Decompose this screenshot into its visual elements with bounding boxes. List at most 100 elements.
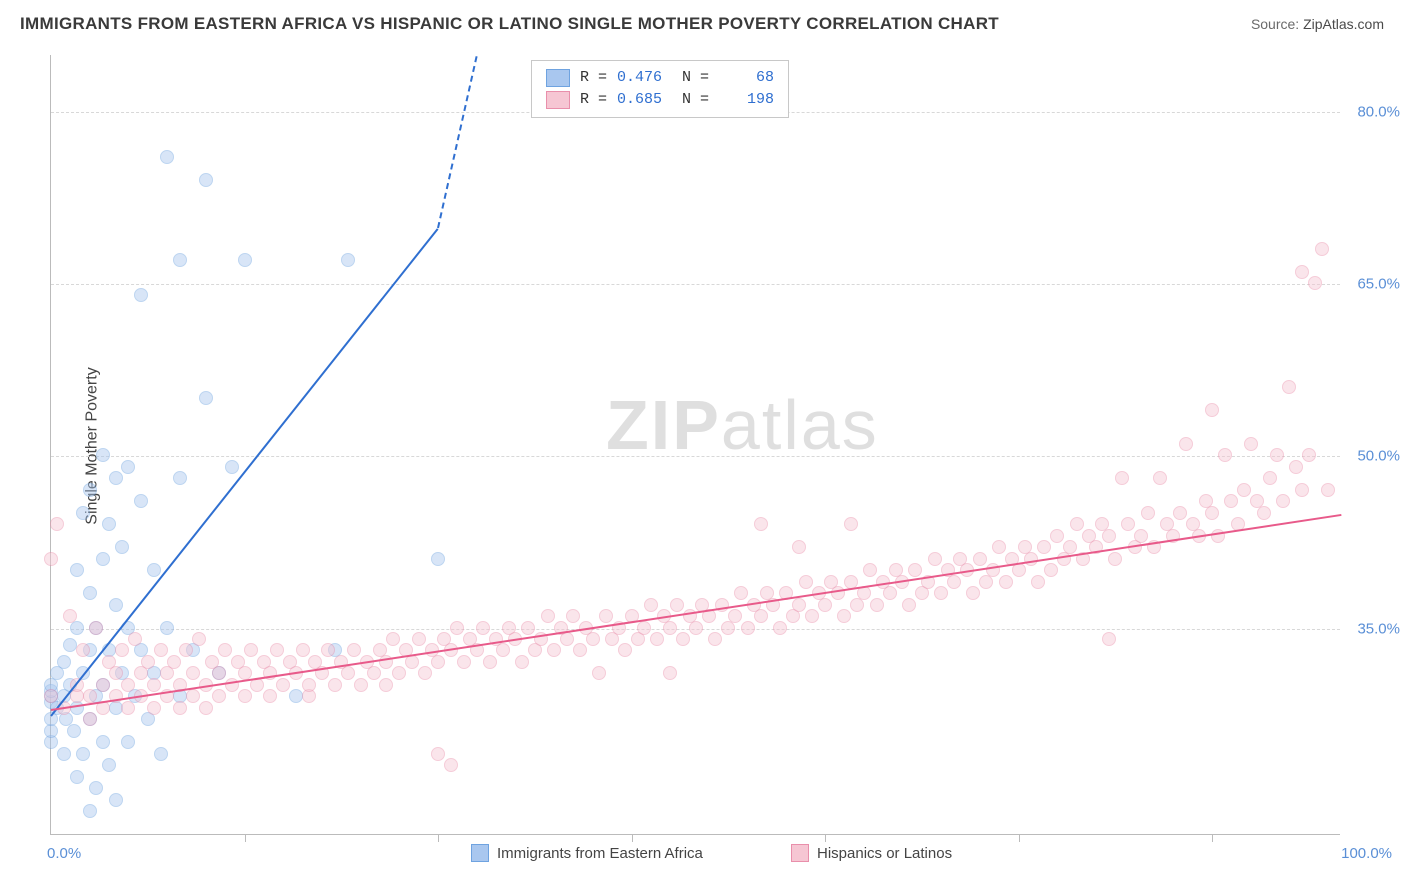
scatter-point-pink [663,666,677,680]
scatter-point-pink [496,643,510,657]
scatter-point-pink [1031,575,1045,589]
scatter-point-pink [573,643,587,657]
scatter-point-pink [328,678,342,692]
legend-row: R =0.685N =198 [546,89,774,111]
scatter-point-blue [70,563,84,577]
legend-swatch [471,844,489,862]
legend-n-label: N = [682,67,709,89]
scatter-point-blue [96,552,110,566]
scatter-point-pink [637,621,651,635]
scatter-point-blue [96,448,110,462]
source-label: Source: [1251,16,1299,32]
scatter-point-pink [934,586,948,600]
scatter-point-pink [799,575,813,589]
y-tick-label: 35.0% [1345,620,1400,637]
scatter-point-pink [844,517,858,531]
scatter-point-pink [431,655,445,669]
scatter-point-pink [1108,552,1122,566]
x-tick [438,834,439,842]
scatter-point-pink [476,621,490,635]
scatter-point-pink [1070,517,1084,531]
scatter-point-blue [160,621,174,635]
legend-r-label: R = [580,67,607,89]
scatter-point-pink [347,643,361,657]
source-attribution: Source: ZipAtlas.com [1251,16,1384,32]
scatter-point-pink [141,655,155,669]
scatter-point-pink [999,575,1013,589]
scatter-plot-area: ZIPatlas 35.0%50.0%65.0%80.0%0.0%100.0%I… [50,55,1340,835]
x-max-label: 100.0% [1341,845,1392,862]
gridline-h [51,456,1340,457]
scatter-point-pink [754,609,768,623]
scatter-point-blue [238,253,252,267]
scatter-point-pink [1289,460,1303,474]
scatter-point-pink [483,655,497,669]
scatter-point-blue [147,563,161,577]
legend-r-label: R = [580,89,607,111]
legend-n-label: N = [682,89,709,111]
scatter-point-pink [992,540,1006,554]
scatter-point-pink [1321,483,1335,497]
scatter-point-pink [741,621,755,635]
scatter-point-pink [379,678,393,692]
scatter-point-blue [109,598,123,612]
scatter-point-pink [302,678,316,692]
scatter-point-pink [521,621,535,635]
scatter-point-blue [173,471,187,485]
scatter-point-pink [1295,265,1309,279]
scatter-point-blue [341,253,355,267]
series-legend-item: Hispanics or Latinos [791,844,952,862]
scatter-point-pink [1237,483,1251,497]
scatter-point-blue [134,288,148,302]
scatter-point-pink [1282,380,1296,394]
scatter-point-pink [1224,494,1238,508]
legend-swatch [791,844,809,862]
scatter-point-blue [83,586,97,600]
scatter-point-pink [515,655,529,669]
x-tick [1212,834,1213,842]
scatter-point-blue [96,735,110,749]
scatter-point-pink [1102,529,1116,543]
scatter-point-pink [1134,529,1148,543]
scatter-point-pink [186,666,200,680]
legend-n-value: 68 [719,67,774,89]
x-tick [632,834,633,842]
scatter-point-pink [1205,403,1219,417]
scatter-point-pink [1270,448,1284,462]
scatter-point-pink [670,598,684,612]
scatter-point-pink [1263,471,1277,485]
scatter-point-blue [154,747,168,761]
scatter-point-pink [263,689,277,703]
scatter-point-pink [541,609,555,623]
x-tick [825,834,826,842]
scatter-point-pink [1173,506,1187,520]
scatter-point-pink [1141,506,1155,520]
source-value: ZipAtlas.com [1303,16,1384,32]
scatter-point-pink [44,689,58,703]
scatter-point-pink [973,552,987,566]
scatter-point-pink [1037,540,1051,554]
scatter-point-pink [773,621,787,635]
scatter-point-pink [386,632,400,646]
scatter-point-pink [121,678,135,692]
watermark: ZIPatlas [606,385,879,465]
scatter-point-pink [173,701,187,715]
scatter-point-pink [1179,437,1193,451]
scatter-point-pink [618,643,632,657]
scatter-point-pink [908,563,922,577]
scatter-point-pink [167,655,181,669]
legend-r-value: 0.685 [617,89,672,111]
scatter-point-pink [44,552,58,566]
scatter-point-pink [341,666,355,680]
scatter-point-pink [367,666,381,680]
scatter-point-pink [154,643,168,657]
scatter-point-pink [83,712,97,726]
scatter-point-pink [1302,448,1316,462]
scatter-point-pink [418,666,432,680]
scatter-point-pink [1308,276,1322,290]
scatter-point-pink [805,609,819,623]
legend-label: Immigrants from Eastern Africa [497,845,703,862]
scatter-point-pink [412,632,426,646]
y-tick-label: 65.0% [1345,276,1400,293]
scatter-point-pink [792,540,806,554]
